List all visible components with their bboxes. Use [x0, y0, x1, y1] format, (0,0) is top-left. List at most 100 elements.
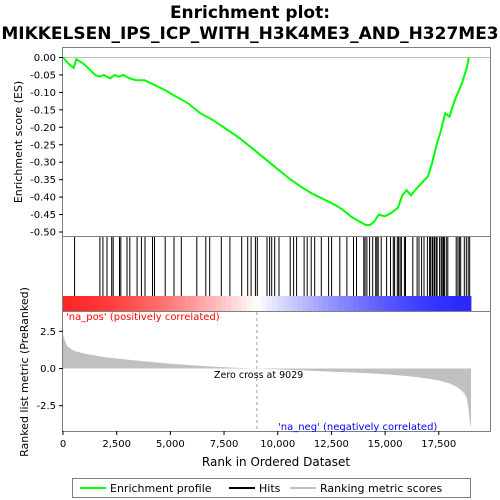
rank-bar-segment: [292, 296, 298, 311]
hits-panel: [62, 236, 491, 312]
rank-bar-segment: [108, 296, 115, 311]
rank-bar-segment: [261, 296, 268, 311]
rank-bar-segment: [277, 296, 283, 311]
rank-bar-segment: [210, 296, 217, 311]
rank-bar-segment: [88, 296, 94, 311]
rank-bar-segment: [226, 296, 232, 311]
rank-bar-segment: [231, 296, 237, 311]
bottom-y-tick-label: 2.5: [40, 327, 56, 338]
top-y-tick-label: -0.50: [30, 228, 56, 239]
rank-bar-segment: [246, 296, 253, 311]
rank-bar-segment: [241, 296, 247, 311]
rank-bar-segment: [435, 296, 441, 311]
rank-bar-segment: [445, 296, 451, 311]
rank-bar-segment: [420, 296, 426, 311]
top-y-tick-label: 0.00: [34, 53, 56, 64]
rank-bar-segment: [465, 296, 472, 311]
bottom-y-tick-label: -2.5: [36, 401, 56, 412]
top-y-tick-label: -0.25: [30, 140, 56, 151]
top-y-axis-ticks: 0.00 -0.05 -0.10 -0.15 -0.20 -0.25 -0.30 -0.35 -…: [30, 53, 63, 239]
rank-bar-segment: [348, 296, 355, 311]
x-tick-label: 0: [60, 439, 66, 450]
bottom-y-axis-ticks: 2.5 0.0 -2.5: [36, 327, 63, 412]
rank-bar-segment: [170, 296, 176, 311]
rank-bar-segment: [455, 296, 462, 311]
rank-bar-segment: [389, 296, 395, 311]
hit-markers: [74, 237, 471, 296]
chart-title-line2: MIKKELSEN_IPS_ICP_WITH_H3K4ME3_AND_H327M…: [1, 24, 498, 44]
x-tick-label: 2,500: [102, 439, 131, 450]
rank-bar-segment: [399, 296, 406, 311]
rank-bar-segment: [195, 296, 202, 311]
rank-bar-segment: [282, 296, 288, 311]
x-tick-label: 17,500: [421, 439, 456, 450]
rank-bar-segment: [154, 296, 161, 311]
rank-bar-segment: [165, 296, 171, 311]
top-y-tick-label: -0.30: [30, 158, 56, 169]
legend: Enrichment profile Hits Ranking metric s…: [72, 478, 471, 498]
rank-color-bar: [63, 296, 472, 311]
chart-title-line1: Enrichment plot:: [170, 3, 330, 23]
rank-bar-segment: [200, 296, 207, 311]
rank-bar-segment: [272, 296, 278, 311]
x-tick-label: 15,000: [368, 439, 403, 450]
rank-bar-segment: [256, 296, 263, 311]
rank-bar-segment: [139, 296, 145, 311]
rank-bar-segment: [358, 296, 365, 311]
top-y-axis-label: Enrichment score (ES): [12, 81, 25, 203]
rank-bar-segment: [394, 296, 400, 311]
rank-bar-segment: [297, 296, 304, 311]
legend-hits-label: Hits: [259, 482, 281, 495]
top-panel: 0.00 -0.05 -0.10 -0.15 -0.20 -0.25 -0.30 -0.35 -…: [12, 47, 491, 239]
rank-bar-segment: [307, 296, 314, 311]
rank-bar-segment: [414, 296, 421, 311]
x-axis-ticks: 0 2,500 5,000 7,500 10,000 12,500 15,000 17,500: [60, 431, 456, 450]
x-tick-label: 12,500: [314, 439, 349, 450]
enrichment-profile-line: [62, 56, 470, 226]
legend-enrichment-label: Enrichment profile: [110, 482, 212, 495]
rank-bar-segment: [333, 296, 339, 311]
x-tick-label: 10,000: [260, 439, 295, 450]
x-tick-label: 5,000: [156, 439, 185, 450]
rank-bar-segment: [124, 296, 130, 311]
neg-correlated-label: 'na_neg' (negatively correlated): [278, 422, 437, 433]
rank-bar-segment: [353, 296, 360, 311]
rank-bar-segment: [404, 296, 411, 311]
rank-bar-segment: [374, 296, 380, 311]
x-tick-label: 7,500: [210, 439, 239, 450]
legend-box: [72, 478, 471, 498]
rank-bar-segment: [450, 296, 457, 311]
rank-bar-segment: [216, 296, 222, 311]
rank-bar-segment: [175, 296, 181, 311]
top-y-tick-label: -0.35: [30, 175, 56, 186]
rank-bar-segment: [409, 296, 416, 311]
bottom-y-axis-label: Ranked list metric (PreRanked): [18, 287, 31, 457]
rank-bar-segment: [159, 296, 166, 311]
top-y-tick-label: -0.20: [30, 123, 56, 134]
rank-bar-segment: [93, 296, 100, 311]
rank-bar-segment: [119, 296, 125, 311]
rank-bar-segment: [379, 296, 385, 311]
rank-bar-segment: [185, 296, 191, 311]
rank-bar-segment: [144, 296, 151, 311]
rank-bar-segment: [460, 296, 467, 311]
rank-bar-segment: [323, 296, 329, 311]
rank-bar-segment: [221, 296, 227, 311]
rank-bar-segment: [114, 296, 120, 311]
top-y-tick-label: -0.40: [30, 193, 56, 204]
rank-bar-segment: [68, 296, 74, 311]
rank-bar-segment: [83, 296, 89, 311]
rank-bar-segment: [328, 296, 334, 311]
top-y-tick-label: -0.45: [30, 210, 56, 221]
rank-bar-segment: [190, 296, 196, 311]
bottom-y-tick-label: 0.0: [40, 364, 56, 375]
top-y-tick-label: -0.05: [30, 70, 56, 81]
rank-bar-segment: [338, 296, 344, 311]
zero-cross-label: Zero cross at 9029: [214, 370, 303, 381]
rank-bar-segment: [251, 296, 258, 311]
rank-bar-segment: [73, 296, 79, 311]
rank-bar-segment: [369, 296, 375, 311]
rank-bar-segment: [430, 296, 436, 311]
